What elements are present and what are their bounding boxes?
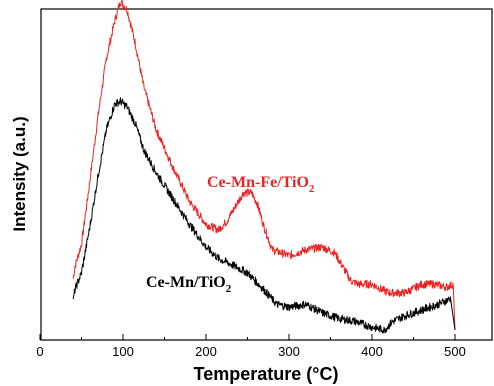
x-tick-label: 100: [112, 344, 134, 359]
x-tick-label: 0: [36, 344, 43, 359]
x-tick-label: 400: [361, 344, 383, 359]
plot-frame: [40, 8, 493, 341]
y-axis-title: Intensity (a.u.): [10, 116, 29, 231]
x-tick-label: 300: [278, 344, 300, 359]
x-axis-title: Temperature (°C): [194, 364, 339, 384]
series-line-ce-mn-fe: [72, 0, 456, 331]
x-tick-label: 500: [444, 344, 466, 359]
x-ticks: 0 100 200 300 400 500: [36, 334, 466, 359]
series-line-ce-mn: [72, 97, 456, 334]
series-label-ce-mn-fe: Ce-Mn-Fe/TiO2: [207, 174, 315, 195]
series-layer: [72, 0, 456, 334]
x-tick-label: 200: [195, 344, 217, 359]
series-label-ce-mn: Ce-Mn/TiO2: [146, 274, 232, 295]
